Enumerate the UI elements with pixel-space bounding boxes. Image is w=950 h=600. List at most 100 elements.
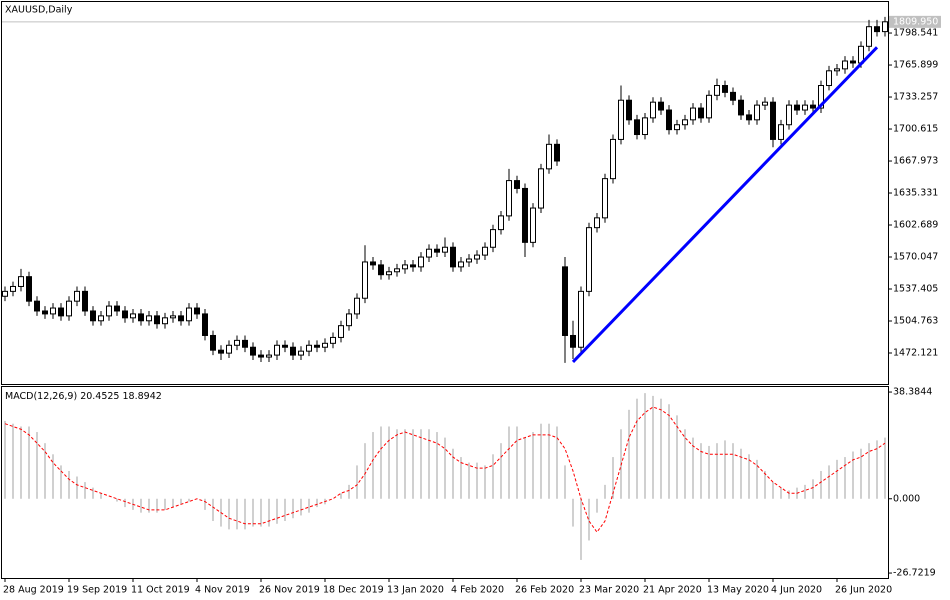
candle-body — [226, 344, 232, 354]
candle-body — [498, 215, 504, 231]
candle-body — [242, 339, 248, 348]
candle-body — [82, 290, 88, 312]
x-tick-label: 23 Mar 2020 — [579, 585, 639, 596]
candle-body — [362, 261, 368, 299]
candle-body — [282, 344, 288, 348]
candle-body — [522, 187, 528, 243]
y-tick-label: 1765.899 — [893, 60, 938, 71]
candle-body — [298, 350, 304, 356]
candle-body — [306, 344, 312, 352]
x-tick-label: 28 Aug 2019 — [3, 585, 64, 596]
candle-body — [130, 313, 136, 319]
price-panel — [1, 1, 889, 385]
candle-body — [210, 334, 216, 351]
candle-body — [874, 26, 880, 33]
candle-body — [98, 315, 104, 322]
candle-body — [178, 315, 184, 322]
candle-body — [338, 325, 344, 338]
candle-body — [554, 143, 560, 162]
candle-body — [274, 344, 280, 356]
y-tick-label: 1700.615 — [893, 124, 938, 135]
candle-body — [674, 124, 680, 131]
y-tick-label: 1472.121 — [893, 348, 938, 359]
x-tick-label: 19 Sep 2019 — [67, 585, 127, 596]
candle-body — [26, 276, 32, 302]
candle-body — [666, 109, 672, 131]
candle-body — [746, 114, 752, 121]
candle-body — [186, 307, 192, 322]
candle-body — [634, 119, 640, 136]
x-tick-label: 26 Jun 2020 — [835, 585, 892, 596]
candle-body — [722, 85, 728, 93]
candle-body — [834, 68, 840, 72]
y-tick-label: 1537.405 — [893, 284, 938, 295]
candle-body — [34, 300, 40, 312]
candle-body — [730, 91, 736, 101]
candle-body — [202, 313, 208, 336]
candle-body — [610, 138, 616, 180]
x-tick-label: 4 Jun 2020 — [771, 585, 822, 596]
candle-body — [762, 101, 768, 106]
candle-body — [818, 85, 824, 109]
candle-body — [162, 317, 168, 325]
candle-body — [370, 261, 376, 266]
y-tick-label: 1733.257 — [893, 92, 938, 103]
candle-body — [658, 101, 664, 111]
candle-body — [866, 26, 872, 47]
candle-body — [122, 310, 128, 319]
x-tick-label: 11 Oct 2019 — [131, 585, 190, 596]
signal-line — [4, 406, 886, 533]
indicator-value: 20.4525 — [80, 391, 119, 402]
candle-body — [266, 354, 272, 358]
candle-body — [418, 256, 424, 268]
candle-body — [514, 180, 520, 189]
candle-body — [882, 21, 888, 33]
candle-body — [434, 248, 440, 253]
last-price-box — [889, 15, 941, 28]
candle-body — [42, 310, 48, 315]
candle-body — [802, 104, 808, 111]
candle-body — [506, 180, 512, 217]
candle-body — [234, 339, 240, 346]
candle-body — [322, 342, 328, 348]
candle-body — [810, 104, 816, 109]
y-tick-label: 1635.331 — [893, 188, 938, 199]
indicator-value: 18.8942 — [123, 391, 162, 402]
candle-body — [58, 307, 64, 317]
candle-body — [586, 227, 592, 292]
candle-body — [106, 305, 112, 317]
candle-body — [290, 346, 296, 356]
candle-body — [18, 276, 24, 287]
candle-body — [410, 264, 416, 268]
macd-panel — [1, 386, 889, 579]
candle-body — [562, 266, 568, 336]
x-tick-label: 21 Apr 2020 — [643, 585, 702, 596]
y-tick-label: -26.7219 — [893, 568, 936, 579]
candle-body — [354, 297, 360, 315]
candle-body — [706, 94, 712, 119]
candle-body — [218, 349, 224, 354]
candle-body — [458, 261, 464, 268]
candle-body — [394, 268, 400, 273]
candle-body — [74, 290, 80, 302]
x-tick-label: 13 May 2020 — [707, 585, 769, 596]
candle-body — [474, 254, 480, 260]
x-tick-label: 4 Feb 2020 — [451, 585, 504, 596]
candle-body — [850, 60, 856, 64]
candle-body — [2, 290, 8, 297]
candle-body — [138, 313, 144, 322]
candle-body — [530, 207, 536, 243]
candle-body — [538, 168, 544, 209]
candle-body — [754, 104, 760, 121]
candle-body — [154, 315, 160, 325]
candle-body — [698, 107, 704, 119]
chart-title: XAUUSD,Daily — [5, 5, 73, 16]
last-price-label: 1809.950 — [893, 16, 938, 27]
candle-body — [842, 60, 848, 70]
candle-body — [378, 264, 384, 276]
x-tick-label: 4 Nov 2019 — [195, 585, 250, 596]
candle-body — [258, 354, 264, 358]
x-tick-label: 26 Nov 2019 — [259, 585, 320, 596]
candle-body — [450, 246, 456, 268]
